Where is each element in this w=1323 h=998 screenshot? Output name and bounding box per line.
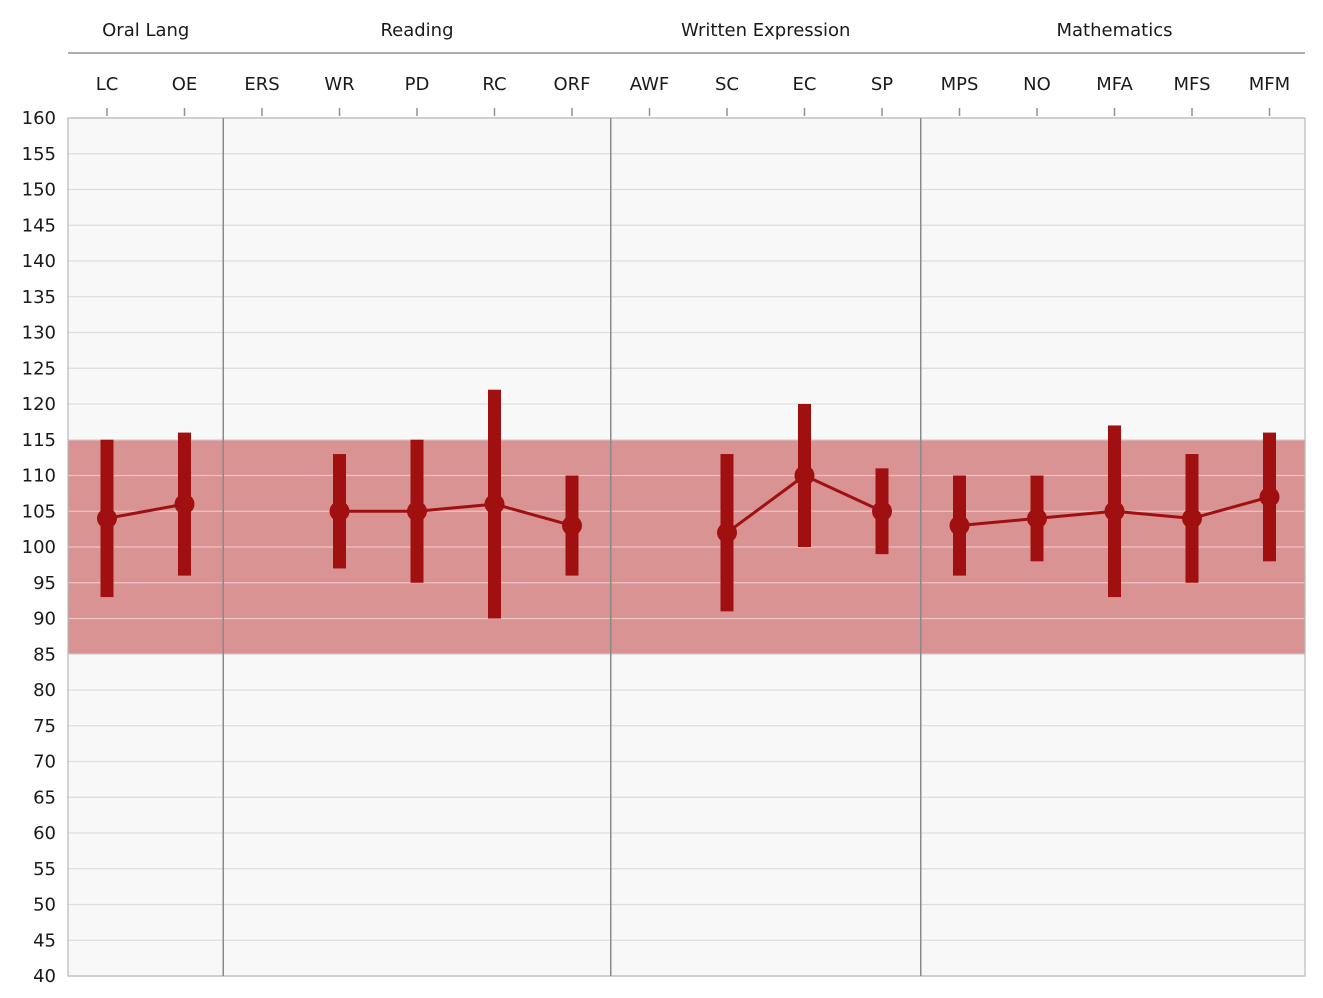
y-tick-label: 125	[22, 358, 56, 379]
x-tick-label: MFA	[1096, 74, 1133, 95]
x-tick-label: RC	[482, 74, 506, 95]
x-tick-label: LC	[96, 74, 119, 95]
y-tick-label: 115	[22, 430, 56, 451]
score-point-no	[1027, 508, 1047, 529]
x-tick-label: OE	[172, 74, 198, 95]
y-tick-label: 80	[33, 680, 56, 701]
series-line-segment	[803, 474, 883, 513]
y-tick-label: 140	[22, 251, 56, 272]
y-tick-label: 65	[33, 787, 56, 808]
x-tick-label: SC	[715, 74, 739, 95]
score-point-sc	[717, 522, 737, 543]
score-point-mfs	[1182, 508, 1202, 529]
x-tick-label: EC	[793, 74, 817, 95]
plot-border	[67, 117, 1306, 977]
x-tick-label: ORF	[553, 74, 590, 95]
series-line-segment	[494, 502, 573, 527]
group-header-label: Mathematics	[1057, 20, 1173, 41]
series-line-segment	[726, 474, 806, 534]
y-tick-label: 90	[33, 609, 56, 630]
score-point-oe	[174, 494, 195, 515]
y-tick-label: 45	[33, 930, 56, 951]
y-tick-label: 150	[22, 180, 56, 201]
y-tick-label: 145	[22, 215, 56, 236]
x-tick-label: AWF	[630, 74, 669, 95]
x-tick-label: MPS	[941, 74, 979, 95]
y-tick-label: 50	[33, 895, 56, 916]
score-point-rc	[484, 494, 505, 515]
y-tick-label: 70	[33, 752, 56, 773]
series-line-segment	[1191, 495, 1270, 520]
y-tick-label: 130	[22, 323, 56, 344]
score-point-mps	[949, 515, 970, 536]
series-line-segment	[959, 516, 1038, 528]
x-tick-label: SP	[871, 74, 893, 95]
x-tick-label: MFM	[1249, 74, 1290, 95]
x-tick-label: MFS	[1174, 74, 1211, 95]
y-tick-label: 85	[33, 644, 56, 665]
y-tick-label: 95	[33, 573, 56, 594]
y-tick-label: 155	[22, 144, 56, 165]
score-point-wr	[329, 501, 350, 522]
score-point-orf	[562, 515, 582, 536]
y-tick-label: 75	[33, 716, 56, 737]
y-tick-label: 40	[33, 966, 56, 987]
y-tick-label: 60	[33, 823, 56, 844]
x-tick-label: ERS	[244, 74, 279, 95]
x-tick-label: PD	[405, 74, 430, 95]
y-tick-label: 105	[22, 501, 56, 522]
group-header-label: Written Expression	[681, 20, 850, 41]
series-line-segment	[106, 502, 185, 520]
score-point-sp	[872, 501, 892, 522]
y-tick-label: 160	[22, 108, 56, 129]
score-point-mfm	[1259, 486, 1280, 507]
score-point-ec	[794, 465, 815, 486]
score-point-lc	[97, 508, 117, 529]
y-tick-label: 55	[33, 859, 56, 880]
group-header-label: Oral Lang	[102, 20, 189, 41]
series-line-segment	[1114, 509, 1193, 520]
y-tick-label: 110	[22, 466, 56, 487]
y-tick-label: 135	[22, 287, 56, 308]
group-header-label: Reading	[380, 20, 453, 41]
x-tick-label: WR	[324, 74, 354, 95]
series-line-segment	[1036, 509, 1115, 520]
x-tick-label: NO	[1023, 74, 1051, 95]
score-point-pd	[407, 501, 427, 522]
series-line-segment	[416, 502, 495, 513]
score-point-mfa	[1104, 501, 1125, 522]
y-tick-label: 120	[22, 394, 56, 415]
y-tick-label: 100	[22, 537, 56, 558]
